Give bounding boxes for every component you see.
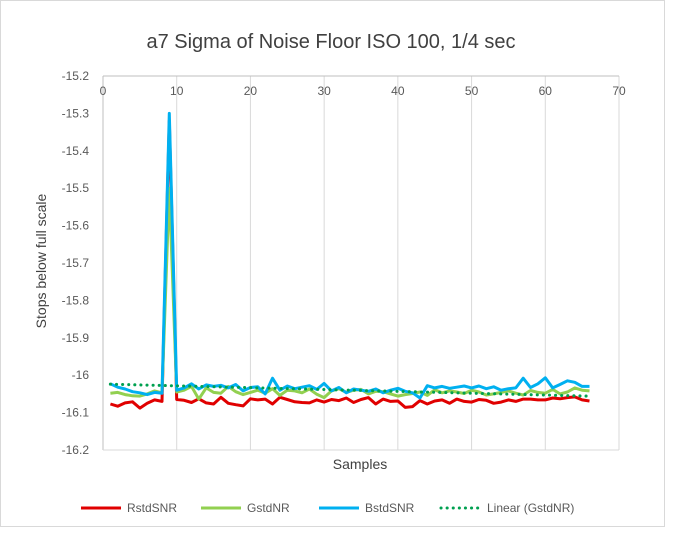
chart-title: a7 Sigma of Noise Floor ISO 100, 1/4 sec <box>146 31 515 53</box>
y-tick-label: -15.2 <box>62 69 90 83</box>
y-tick-label: -15.4 <box>62 144 90 158</box>
y-tick-label: -15.5 <box>62 181 90 195</box>
y-tick-label: -16.2 <box>62 443 90 457</box>
axes <box>102 75 619 451</box>
y-tick-label: -15.8 <box>62 293 90 307</box>
x-tick-label: 30 <box>317 84 331 98</box>
legend-label-linear-gstdnr: Linear (GstdNR) <box>487 501 574 515</box>
x-tick-label: 70 <box>612 84 626 98</box>
y-tick-label: -15.6 <box>62 219 90 233</box>
gridlines <box>176 76 620 450</box>
series-line-rstdsnr <box>109 119 590 410</box>
y-tick-label: -15.7 <box>62 256 90 270</box>
y-tick-label: -15.9 <box>62 331 90 345</box>
chart-area[interactable]: a7 Sigma of Noise Floor ISO 100, 1/4 sec… <box>0 0 665 527</box>
x-tick-label: 20 <box>244 84 258 98</box>
plot-series <box>108 111 592 410</box>
y-tick-labels: -15.2 -15.3 -15.4 -15.5 -15.6 -15.7 -15.8 -15.9… <box>62 69 90 457</box>
x-axis-label: Samples <box>333 456 387 472</box>
line-chart: a7 Sigma of Noise Floor ISO 100, 1/4 sec… <box>33 31 626 515</box>
legend-label-rstdsnr: RstdSNR <box>127 501 177 515</box>
x-tick-label: 50 <box>465 84 479 98</box>
x-tick-label: 60 <box>539 84 553 98</box>
x-tick-label: 10 <box>170 84 184 98</box>
legend-label-gstdnr: GstdNR <box>247 501 290 515</box>
y-tick-label: -15.3 <box>62 106 90 120</box>
y-tick-label: -16 <box>72 368 90 382</box>
series-line-bstdsnr <box>109 111 590 400</box>
series-line-linear-gstdnr <box>108 382 592 398</box>
x-tick-labels: 0 10 20 30 40 50 60 70 <box>100 84 626 98</box>
legend: RstdSNR GstdNR BstdSNR Linear (GstdNR) <box>81 501 574 515</box>
x-tick-label: 40 <box>391 84 405 98</box>
y-tick-label: -16.1 <box>62 406 90 420</box>
legend-label-bstdsnr: BstdSNR <box>365 501 415 515</box>
x-tick-label: 0 <box>100 84 107 98</box>
series-line-gstdnr <box>110 186 590 401</box>
y-axis-label: Stops below full scale <box>33 193 49 328</box>
